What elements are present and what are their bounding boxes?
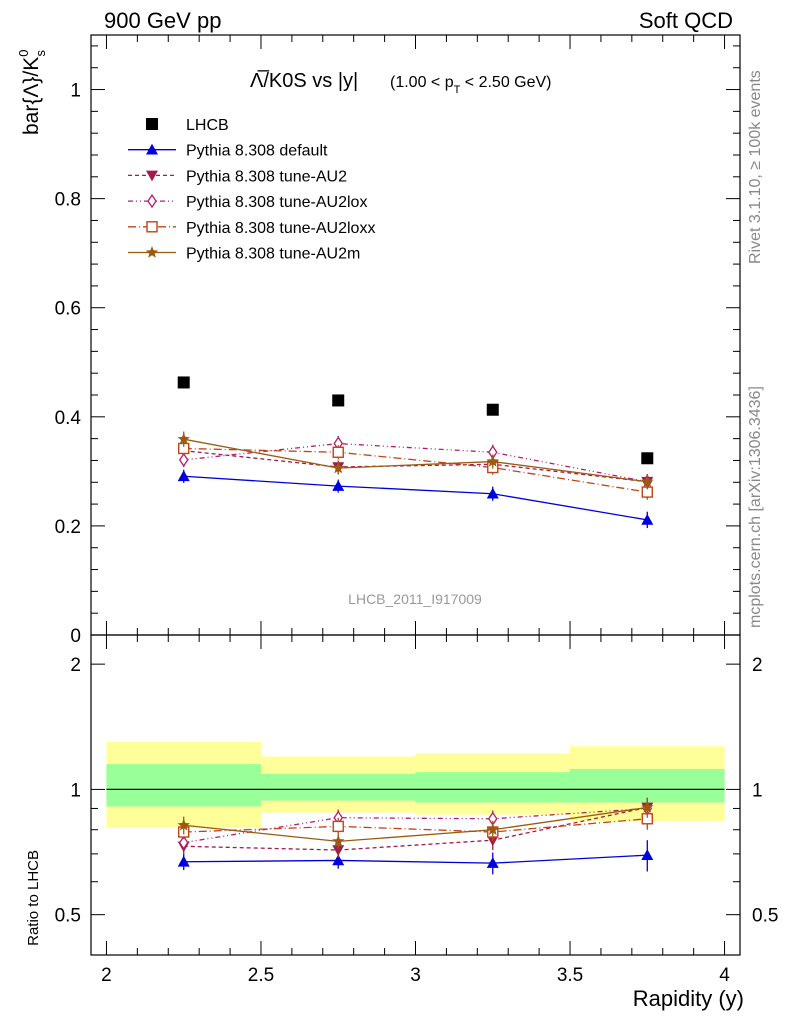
axes xyxy=(90,34,741,956)
legend: LHCB Pythia 8.308 default Pythia 8.308 tun… xyxy=(128,117,375,263)
ratio-tick-label-right: 1 xyxy=(752,780,763,801)
series-5-line xyxy=(183,438,648,483)
series-5-ratio-point xyxy=(641,800,654,813)
ratio-uncertainty-bands xyxy=(106,741,725,828)
series-layer xyxy=(177,431,654,875)
y-tick-label: 0 xyxy=(70,626,81,647)
lhcb-data-point xyxy=(641,452,654,465)
legend-label-3: Pythia 8.308 tune-AU2lox xyxy=(186,194,367,211)
series-1-point xyxy=(641,513,654,525)
x-tick-label: 3 xyxy=(410,965,421,986)
ratio-tick-label-left: 2 xyxy=(70,655,81,676)
lhcb-data-point xyxy=(177,376,190,389)
series-5-point xyxy=(332,461,345,474)
chart-subtitle-sub: T xyxy=(454,84,461,96)
header-right: Soft QCD xyxy=(638,8,733,33)
ratio-tick-label-left: 0.5 xyxy=(55,906,81,927)
series-5-point xyxy=(641,475,654,487)
chart-subtitle-tail: < 2.50 GeV) xyxy=(460,74,551,91)
legend-marker-1 xyxy=(146,143,158,155)
chart-subtitle-head: (1.00 < p xyxy=(390,74,454,91)
series-2-line xyxy=(183,449,648,483)
legend-label-1: Pythia 8.308 default xyxy=(186,143,328,160)
series-1-point xyxy=(177,470,190,482)
y-tick-label: 0.8 xyxy=(55,190,81,211)
tick-labels: 2 2.5 3 3.5 4 0 0.2 0.4 0.6 0.8 1 0.5 0.5 1 1 2 2 xyxy=(55,81,779,986)
series-3-ratio-point xyxy=(178,835,189,850)
series-5-ratio-point xyxy=(177,818,190,831)
ratio-band-inner xyxy=(106,764,261,807)
legend-label-5: Pythia 8.308 tune-AU2m xyxy=(186,246,360,263)
ratio-tick-label-right: 0.5 xyxy=(752,906,778,927)
x-tick-label: 2.5 xyxy=(248,965,274,986)
series-5-point xyxy=(177,432,190,445)
data-points-layer xyxy=(177,376,654,465)
series-1-ratio-point xyxy=(177,855,190,867)
ratio-tick-label-right: 2 xyxy=(752,655,763,676)
series-3-point xyxy=(178,452,189,468)
legend-marker-2 xyxy=(146,170,158,182)
series-2-ratio-line xyxy=(183,806,648,851)
series-4-line xyxy=(183,447,648,493)
y-tick-label: 0.2 xyxy=(55,517,81,538)
legend-label-lhcb: LHCB xyxy=(186,117,229,134)
legend-marker-5 xyxy=(145,246,159,258)
y-tick-label: 1 xyxy=(70,81,81,102)
chart-title-main: Λ̅/K0S vs |y| xyxy=(250,69,358,92)
header-left: 900 GeV pp xyxy=(104,8,222,33)
series-5-ratio-point xyxy=(486,823,499,835)
series-1-ratio-point xyxy=(486,857,499,868)
series-3-line xyxy=(183,442,648,483)
legend-label-4: Pythia 8.308 tune-AU2loxx xyxy=(186,220,375,237)
legend-label-2: Pythia 8.308 tune-AU2 xyxy=(186,168,347,185)
x-tick-label: 4 xyxy=(719,965,730,986)
ratio-tick-label-left: 1 xyxy=(70,780,81,801)
ratio-y-axis-label: Ratio to LHCB xyxy=(25,850,42,946)
legend-marker-3 xyxy=(147,193,157,209)
y-tick-label: 0.4 xyxy=(55,408,82,429)
series-1-ratio-line xyxy=(183,854,648,864)
ratio-band-inner xyxy=(415,772,571,803)
x-axis-label: Rapidity (y) xyxy=(633,986,744,1011)
lhcb-data-point xyxy=(332,394,345,407)
ratio-band-inner xyxy=(260,773,416,801)
chart-title: Λ̅/K0S vs |y| xyxy=(250,69,358,92)
series-1-point xyxy=(486,487,499,499)
series-4-point xyxy=(332,446,344,458)
svg-text:bar{Λ}/K0s: bar{Λ}/K0 s xyxy=(16,50,48,135)
lhcb-data-point xyxy=(486,403,499,416)
series-1-ratio-point xyxy=(641,849,654,860)
watermark-label: LHCB_2011_I917009 xyxy=(348,591,482,607)
series-5-ratio-point xyxy=(332,834,345,847)
x-tick-label: 3.5 xyxy=(557,965,583,986)
legend-marker-lhcb xyxy=(146,118,158,130)
series-5-ratio-line xyxy=(183,806,648,843)
y-tick-label: 0.6 xyxy=(55,299,81,320)
series-1-point xyxy=(332,480,345,491)
chart-subtitle: (1.00 < pT < 2.50 GeV) xyxy=(390,74,552,96)
series-3-ratio-line xyxy=(183,807,648,844)
series-5-point xyxy=(486,455,499,467)
legend-marker-4 xyxy=(146,221,158,233)
y-axis-label: bar{Λ}/K0 s xyxy=(16,50,48,135)
series-2-ratio-point xyxy=(332,845,345,857)
series-1-ratio-point xyxy=(332,854,345,866)
svg-text:Ratio to LHCB: Ratio to LHCB xyxy=(25,850,42,946)
x-tick-label: 2 xyxy=(101,965,112,986)
series-4-ratio-line xyxy=(183,818,648,833)
ratio-band-inner xyxy=(570,768,725,803)
series-4-ratio-point xyxy=(332,820,344,833)
series-1-line xyxy=(183,475,648,521)
